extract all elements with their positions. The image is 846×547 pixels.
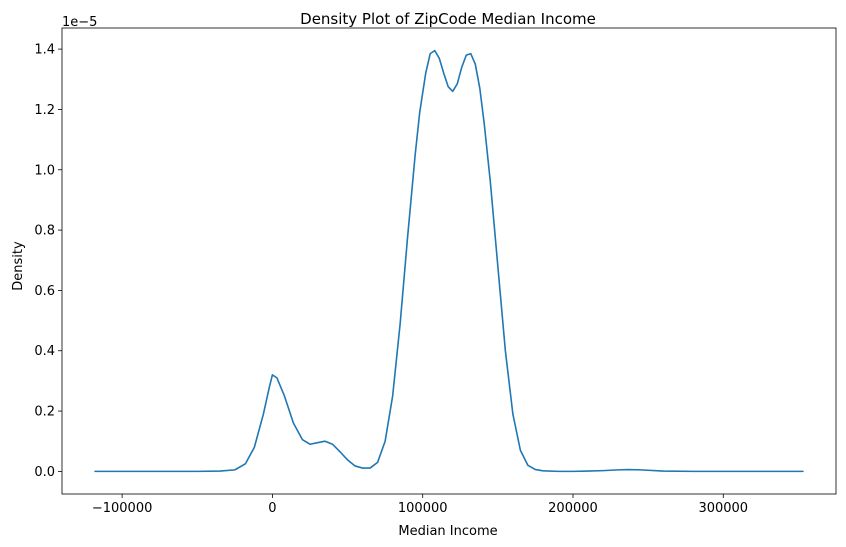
x-axis-label: Median Income xyxy=(398,524,497,539)
y-axis-ticks: 0.0 0.2 0.4 0.6 0.8 1.0 1.2 1.4 xyxy=(34,43,62,480)
x-tick-label: 100000 xyxy=(398,501,448,516)
y-tick-label: 0.4 xyxy=(34,344,55,359)
plot-area xyxy=(61,27,837,495)
x-tick-label: 200000 xyxy=(548,501,598,516)
y-tick-label: 1.0 xyxy=(34,163,55,178)
density-line xyxy=(94,49,804,473)
x-axis-ticks: −100000 0 100000 200000 300000 xyxy=(92,494,748,516)
y-axis-label: Density xyxy=(11,241,26,291)
axes-frame xyxy=(61,27,837,495)
y-tick-label: 1.4 xyxy=(34,43,55,58)
chart-title: Density Plot of ZipCode Median Income xyxy=(300,10,596,28)
y-tick-label: 0.2 xyxy=(34,405,55,420)
x-tick-label: 300000 xyxy=(698,501,748,516)
y-tick-label: 0.6 xyxy=(34,284,55,299)
y-tick-label: 0.0 xyxy=(34,465,55,480)
x-tick-label: 0 xyxy=(268,501,276,516)
y-tick-label: 0.8 xyxy=(34,224,55,239)
y-tick-label: 1.2 xyxy=(34,103,55,118)
y-axis-offset-text: 1e−5 xyxy=(62,15,97,30)
x-tick-label: −100000 xyxy=(92,501,153,516)
